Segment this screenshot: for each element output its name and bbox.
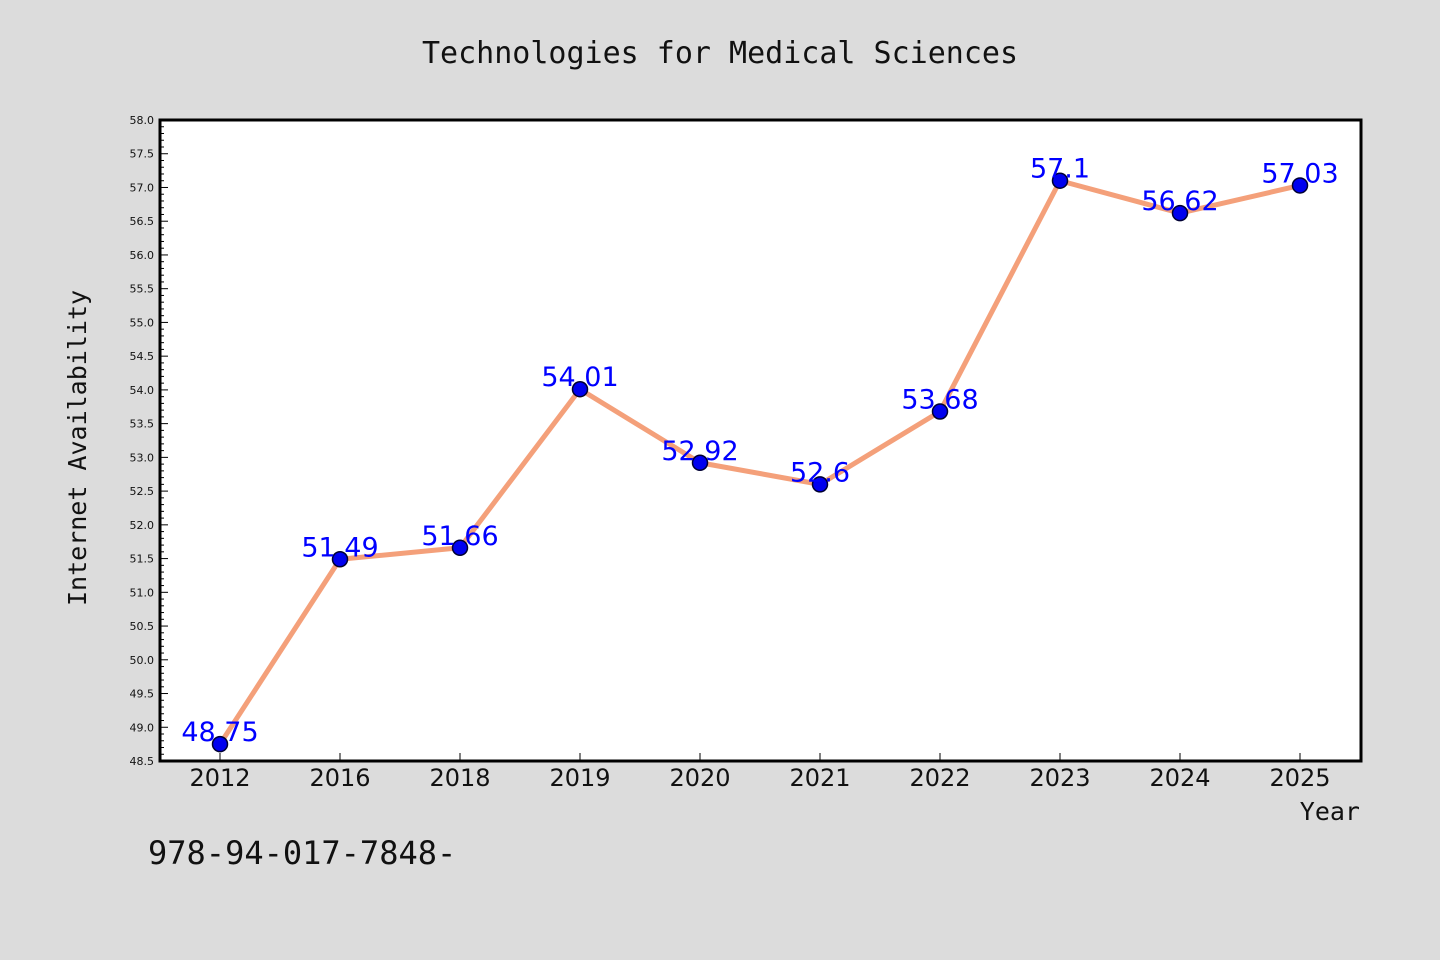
y-tick-label: 50.5 (130, 620, 155, 633)
data-label: 56.62 (1141, 186, 1218, 217)
data-label: 52.92 (661, 436, 738, 467)
data-point (931, 403, 949, 420)
chart-title: Technologies for Medical Sciences (422, 36, 1018, 71)
x-tick-label: 2020 (669, 764, 730, 792)
y-tick-label: 51.0 (130, 586, 155, 599)
data-point (571, 380, 589, 398)
y-tick-label: 53.5 (130, 418, 155, 431)
x-tick-label: 2019 (549, 764, 610, 792)
x-tick-label: 2021 (789, 764, 850, 792)
x-tick-label: 2018 (429, 764, 490, 792)
data-label: 51.49 (301, 532, 378, 563)
data-point (451, 539, 469, 557)
x-tick-label: 2023 (1029, 764, 1090, 792)
y-tick-label: 49.5 (130, 688, 155, 701)
y-tick-label: 48.5 (130, 755, 155, 768)
y-tick-label: 51.5 (130, 553, 155, 566)
y-tick-label: 56.0 (130, 249, 155, 262)
plot-area (158, 118, 1363, 763)
y-axis-title: Internet Availability (63, 290, 92, 606)
data-point (1171, 204, 1189, 222)
y-tick-label: 57.5 (130, 148, 155, 161)
data-point (1291, 177, 1309, 194)
x-tick-label: 2025 (1269, 764, 1330, 792)
y-axis: 48.5 49.0 49.5 50.0 50.5 51.0 51.5 52.0 52.5 53.0… (130, 114, 168, 768)
y-tick-label: 57.0 (130, 181, 155, 194)
data-label: 52.6 (790, 457, 850, 488)
data-label: 57.1 (1030, 154, 1090, 185)
x-tick-label: 2024 (1149, 764, 1210, 792)
data-label: 51.66 (421, 521, 498, 552)
data-label: 53.68 (901, 384, 978, 415)
series-group: 48.75 51.49 51.66 54.01 52.92 52.6 53.68 57.1 56… (181, 154, 1339, 753)
data-point (691, 454, 709, 472)
x-axis-title: Year (1300, 797, 1360, 826)
y-tick-label: 58.0 (130, 114, 155, 127)
y-tick-label: 52.0 (130, 519, 155, 532)
data-point (811, 476, 829, 493)
data-label: 48.75 (181, 717, 258, 748)
x-tick-label: 2012 (189, 764, 250, 792)
data-point (211, 735, 229, 753)
y-tick-label: 55.0 (130, 316, 155, 329)
y-tick-label: 52.5 (130, 485, 155, 498)
footer-isbn-text: 978-94-017-7848- (148, 834, 456, 872)
y-tick-label: 54.0 (130, 384, 155, 397)
data-point (1051, 172, 1069, 189)
y-tick-label: 54.5 (130, 350, 155, 363)
y-tick-label: 50.0 (130, 654, 155, 667)
x-axis: 2012 2016 2018 2019 2020 2021 2022 2023 2024 2025 (189, 753, 1331, 792)
y-tick-label: 56.5 (130, 215, 155, 228)
x-tick-label: 2022 (909, 764, 970, 792)
data-label: 54.01 (541, 362, 618, 393)
x-tick-label: 2016 (309, 764, 370, 792)
data-label: 57.03 (1261, 158, 1338, 189)
data-point (331, 551, 349, 568)
series-line (217, 178, 1303, 747)
y-tick-label: 53.0 (130, 451, 155, 464)
y-tick-label: 49.0 (130, 721, 155, 734)
y-tick-label: 55.5 (130, 283, 155, 296)
